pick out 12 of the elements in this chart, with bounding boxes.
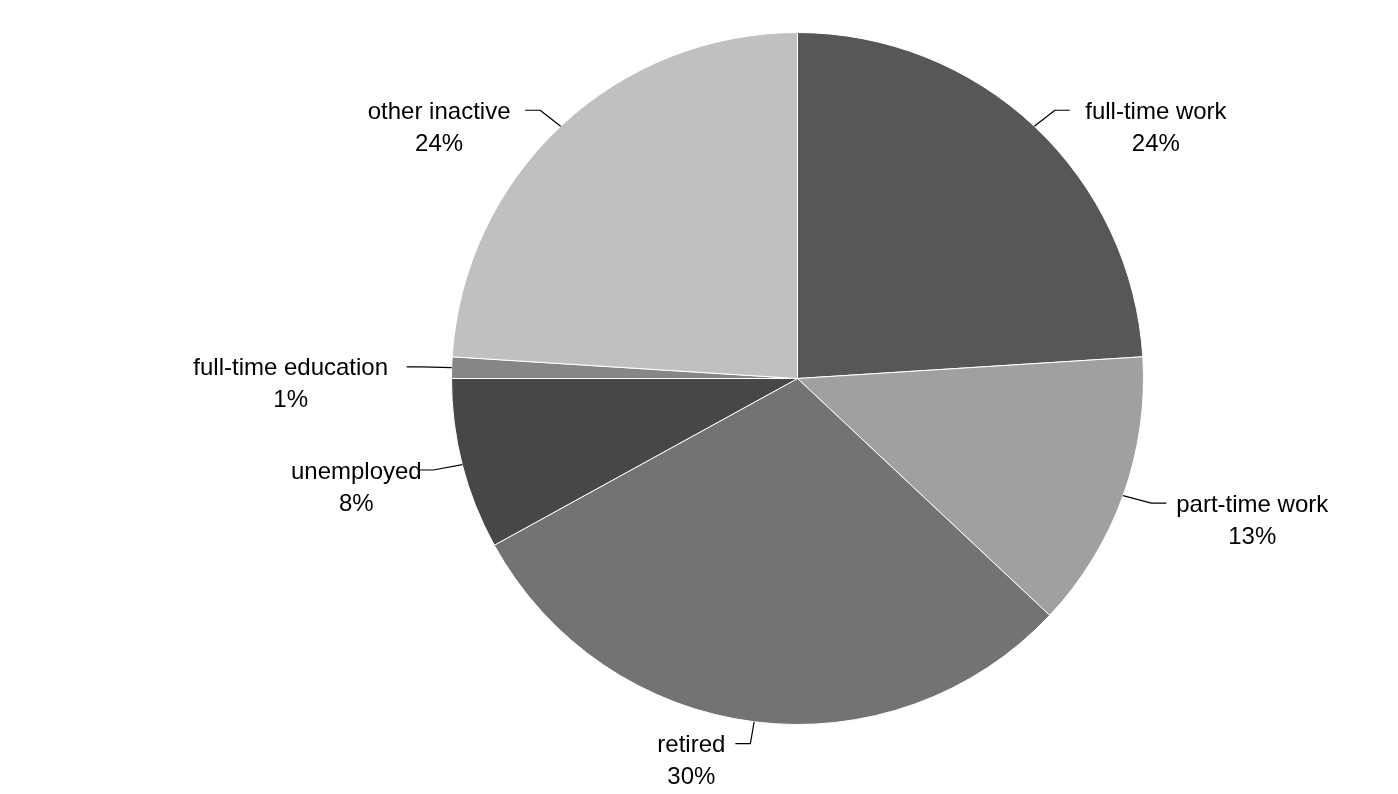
data-label: 1% [273, 385, 309, 413]
slice-label: part-time work [1176, 489, 1330, 517]
data-label: 24% [415, 128, 464, 156]
slice-label: full-time education [193, 353, 389, 381]
data-label: 24% [1131, 128, 1180, 156]
slice-label: unemployed [290, 456, 422, 484]
data-label: 30% [667, 762, 716, 790]
data-label: 8% [338, 488, 374, 516]
slice-label: full-time work [1085, 96, 1228, 124]
slice-label: retired [657, 730, 726, 758]
data-label: 13% [1228, 521, 1277, 549]
slice-label: other inactive [367, 96, 511, 124]
